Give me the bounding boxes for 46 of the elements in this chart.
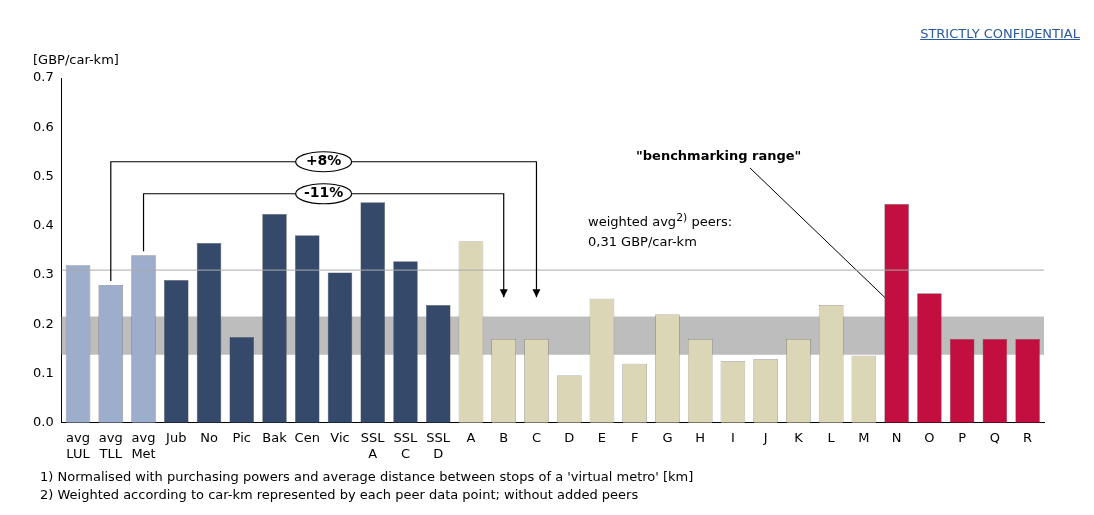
x-tick-label: avg Met [131, 429, 156, 461]
x-tick-label: P [958, 429, 967, 445]
text: 1) Normalised with purchasing powers and average distance between stops of a 'virtual metro' [km] [40, 469, 694, 484]
x-tick-label: SSL C [393, 429, 419, 461]
x-tick-label: avg LUL [66, 429, 91, 461]
y-tick-label: 0.2 [32, 315, 54, 331]
x-tick-label: Jub [165, 429, 187, 445]
y-tick-label: 0.6 [32, 118, 54, 134]
x-tick-label: avg TLL [98, 429, 123, 461]
x-tick-label: SSL A [360, 429, 386, 461]
x-tick-label: N [891, 429, 902, 445]
x-tick-label: M [858, 429, 870, 445]
y-tick-label: 0.5 [32, 167, 54, 183]
text: STRICTLY CONFIDENTIAL [920, 26, 1080, 41]
text: 2) Weighted according to car-km represented by each peer data point; without added peers [40, 487, 639, 502]
x-tick-label: C [531, 429, 541, 445]
x-tick-label: L [827, 429, 836, 445]
annotation: +8% [305, 152, 342, 169]
x-tick-label: Vic [330, 429, 350, 445]
x-tick-label: Pic [232, 429, 251, 445]
x-tick-label: F [630, 429, 639, 445]
x-tick-label: B [499, 429, 509, 445]
x-tick-label: J [762, 429, 768, 445]
y-tick-label: 0.3 [32, 266, 54, 282]
x-tick-label: Q [989, 429, 1000, 445]
x-tick-label: H [695, 429, 706, 445]
annotation: -11% [303, 184, 344, 201]
x-tick-label: E [597, 429, 607, 445]
x-tick-label: G [662, 429, 673, 445]
y-tick-label: 0.4 [32, 217, 54, 233]
x-tick-label: I [731, 429, 735, 445]
band-label: "benchmarking range" [636, 148, 802, 163]
x-tick-label: K [794, 429, 804, 445]
x-tick-label: R [1023, 429, 1033, 445]
x-tick-label: SSL D [426, 429, 451, 461]
x-tick-label: D [564, 429, 575, 445]
x-tick-label: A [466, 429, 476, 445]
x-tick-label: Bak [262, 429, 288, 445]
y-tick-label: 0.0 [32, 414, 54, 430]
y-tick-label: 0.1 [32, 364, 54, 380]
x-tick-label: Cen [294, 429, 320, 445]
y-axis-title: [GBP/car-km] [33, 52, 119, 67]
y-tick-label: 0.7 [32, 69, 54, 85]
ref-line-label: weighted avg$^{2)}$ peers: 0,31 GBP/car-km [588, 210, 733, 252]
x-tick-label: No [200, 429, 218, 445]
x-tick-label: O [924, 429, 935, 445]
